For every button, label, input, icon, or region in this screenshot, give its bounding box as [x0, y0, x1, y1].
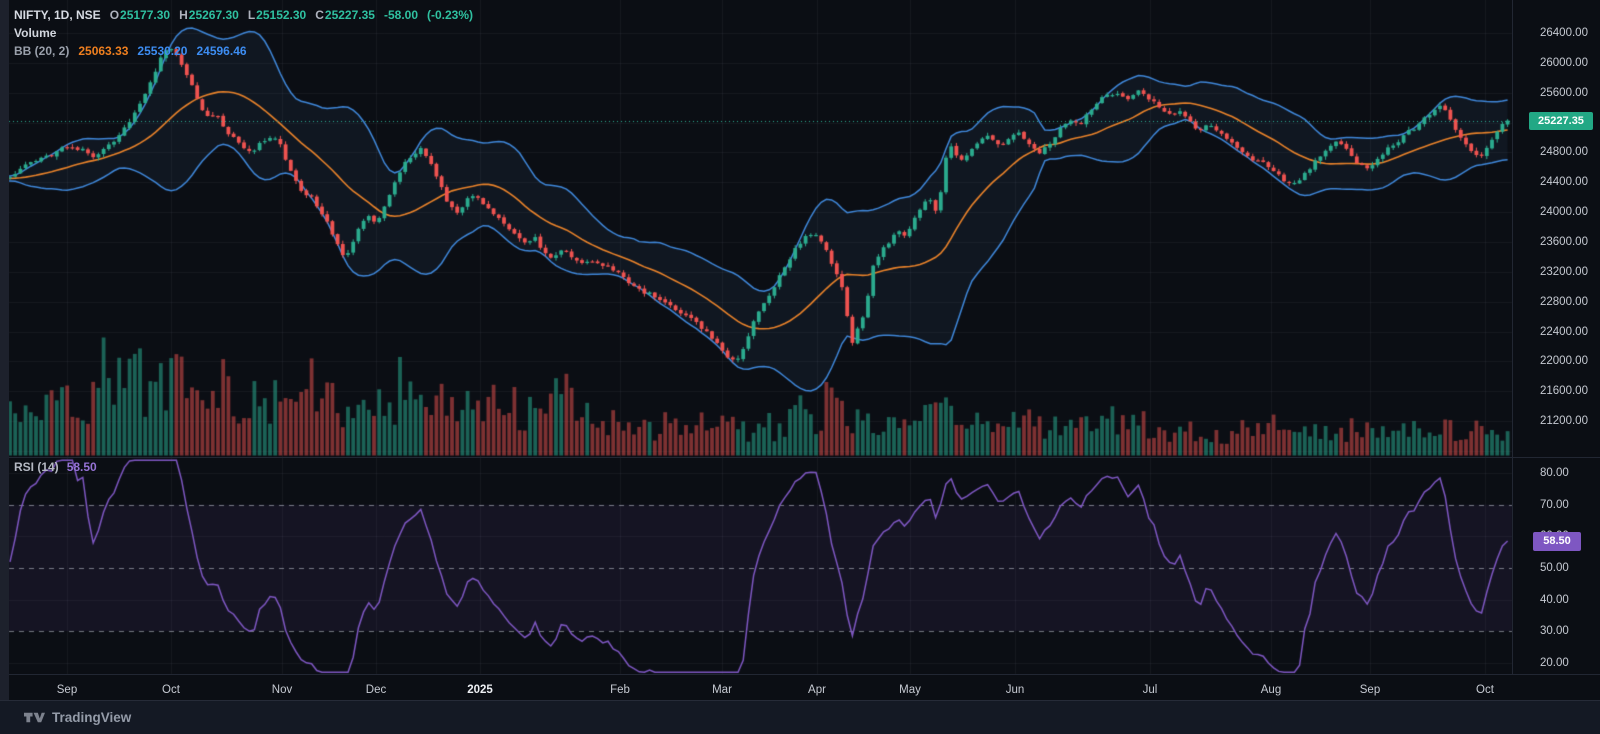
close-value: 25227.35 — [324, 8, 375, 22]
bollinger-upper-value: 25530.20 — [137, 44, 188, 58]
time-axis-label: Feb — [610, 684, 630, 696]
rsi-indicator-label[interactable]: RSI (14) — [14, 460, 59, 474]
rsi-axis-label: 70.00 — [1540, 498, 1569, 511]
footer-bar: TradingView — [0, 700, 1600, 734]
price-axis-label: 24400.00 — [1540, 176, 1588, 189]
volume-legend-row[interactable]: Volume — [14, 25, 473, 41]
low-label: L — [247, 8, 256, 22]
time-axis-label: Aug — [1260, 684, 1282, 696]
change-value: -58.00 — [383, 8, 418, 22]
tradingview-logo-icon — [24, 712, 45, 723]
bollinger-basis-value: 25063.33 — [78, 44, 129, 58]
time-axis-label: May — [899, 684, 921, 696]
time-axis-label: 2025 — [467, 684, 493, 696]
time-axis-label: Oct — [162, 684, 180, 696]
bollinger-indicator-label[interactable]: BB (20, 2) — [14, 44, 70, 58]
bollinger-lower-value: 24596.46 — [196, 44, 247, 58]
rsi-axis-label: 40.00 — [1540, 593, 1569, 606]
low-value: 25152.30 — [256, 8, 307, 22]
close-label: C — [315, 8, 324, 22]
price-axis[interactable]: 25227.35 58.50 26400.00 26000.00 25600.00 2… — [1512, 0, 1600, 674]
price-axis-label: 22800.00 — [1540, 295, 1588, 308]
price-axis-label: 22400.00 — [1540, 325, 1588, 338]
price-axis-label: 26400.00 — [1540, 27, 1588, 39]
last-price-badge: 25227.35 — [1529, 111, 1593, 130]
time-axis-label: Jul — [1142, 684, 1158, 696]
rsi-axis-label: 80.00 — [1540, 467, 1569, 479]
price-axis-label: 26000.00 — [1540, 56, 1588, 69]
time-axis-label: Sep — [56, 684, 78, 696]
time-axis-label: Mar — [712, 684, 732, 696]
rsi-legend-row[interactable]: RSI (14) 58.50 — [14, 460, 97, 474]
rsi-axis-label: 50.00 — [1540, 561, 1569, 574]
time-axis-label: Apr — [808, 684, 826, 696]
price-axis-label: 21600.00 — [1540, 385, 1588, 398]
tradingview-logo[interactable]: TradingView — [24, 709, 131, 726]
open-value: 25177.30 — [120, 8, 171, 22]
symbol-legend-row: NIFTY, 1D, NSE O25177.30 H25267.30 L25152.3… — [14, 7, 473, 23]
tradingview-brand-text: TradingView — [52, 710, 132, 725]
price-axis-label: 21200.00 — [1540, 415, 1588, 428]
rsi-axis-label: 20.00 — [1540, 656, 1569, 669]
price-axis-label: 22000.00 — [1540, 355, 1588, 368]
time-axis-separator — [0, 674, 1600, 675]
legend: NIFTY, 1D, NSE O25177.30 H25267.30 L25152.3… — [14, 7, 473, 61]
pane-separator[interactable] — [0, 457, 1600, 458]
price-axis-label: 23200.00 — [1540, 265, 1588, 278]
time-axis-label: Nov — [271, 684, 293, 696]
price-axis-label: 25600.00 — [1540, 86, 1588, 99]
change-percent: (-0.23%) — [427, 8, 474, 22]
time-axis-label: Dec — [365, 684, 387, 696]
price-axis-label: 24000.00 — [1540, 206, 1588, 219]
symbol-title[interactable]: NIFTY, 1D, NSE — [14, 8, 101, 22]
rsi-value-badge: 58.50 — [1533, 531, 1581, 551]
open-label: O — [109, 8, 120, 22]
time-axis-label: Jun — [1005, 684, 1025, 696]
bollinger-legend-row[interactable]: BB (20, 2) 25063.33 25530.20 24596.46 — [14, 43, 473, 59]
high-label: H — [179, 8, 188, 22]
time-axis-label: Sep — [1359, 684, 1381, 696]
volume-indicator-label[interactable]: Volume — [14, 26, 57, 40]
high-value: 25267.30 — [188, 8, 239, 22]
rsi-axis-label: 30.00 — [1540, 625, 1569, 638]
price-axis-label: 23600.00 — [1540, 236, 1588, 249]
time-axis-label: Oct — [1476, 684, 1494, 696]
rsi-value: 58.50 — [66, 460, 97, 474]
price-axis-separator — [1512, 0, 1513, 674]
time-axis[interactable]: Sep Oct Nov Dec 2025 Feb Mar Apr May Jun Jul Aug Sep… — [0, 674, 1600, 700]
price-axis-label: 24800.00 — [1540, 146, 1588, 159]
left-toolbar-strip — [0, 0, 9, 700]
